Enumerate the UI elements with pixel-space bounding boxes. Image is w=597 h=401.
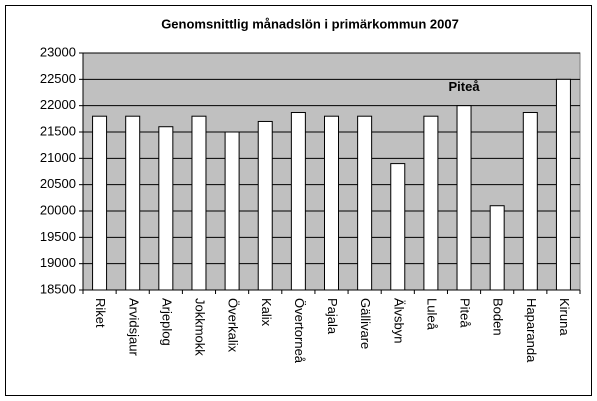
y-tick-label: 21000	[40, 150, 76, 165]
x-tick-label: Kiruna	[557, 298, 572, 336]
annotation: Piteå	[448, 79, 480, 94]
x-tick-label: Jokkmokk	[193, 298, 208, 356]
y-tick-label: 23000	[40, 44, 76, 59]
x-tick-label: Piteå	[458, 298, 473, 328]
bar	[522, 112, 538, 291]
bar	[224, 131, 240, 291]
y-tick-label: 21500	[40, 123, 76, 138]
x-tick-label: Överkalix	[226, 298, 241, 353]
bar	[257, 120, 273, 291]
x-tick-label: Älvsbyn	[391, 298, 406, 344]
y-tick-label: 19500	[40, 229, 76, 244]
bar	[158, 126, 174, 291]
x-tick-label: Kalix	[259, 298, 274, 327]
bar	[390, 163, 406, 291]
bar	[92, 115, 108, 291]
x-tick-label: Boden	[491, 298, 506, 336]
x-tick-label: Arjeplog	[159, 298, 174, 346]
y-tick-label: 18500	[40, 281, 76, 296]
y-tick-label: 22000	[40, 97, 76, 112]
x-tick-label: Arvidsjaur	[126, 298, 141, 356]
bar	[357, 115, 373, 291]
bar	[456, 105, 472, 291]
bar	[555, 78, 571, 291]
y-tick-label: 22500	[40, 71, 76, 86]
y-tick-label: 20000	[40, 202, 76, 217]
x-tick-label: Luleå	[424, 298, 439, 331]
bar	[290, 112, 306, 291]
bar	[191, 115, 207, 291]
bar	[324, 115, 339, 291]
x-tick-label: Riket	[93, 298, 108, 328]
bar	[125, 115, 141, 291]
chart-title: Genomsnittlig månadslön i primärkommun 2…	[161, 16, 459, 31]
x-tick-label: Haparanda	[524, 298, 539, 363]
y-tick-label: 20500	[40, 176, 76, 191]
bar	[489, 205, 505, 291]
bar	[423, 115, 439, 291]
x-tick-label: Pajala	[325, 298, 340, 335]
x-tick-label: Övertorneå	[292, 298, 307, 364]
y-tick-label: 19000	[40, 255, 76, 270]
x-tick-label: Gällivare	[358, 298, 373, 349]
